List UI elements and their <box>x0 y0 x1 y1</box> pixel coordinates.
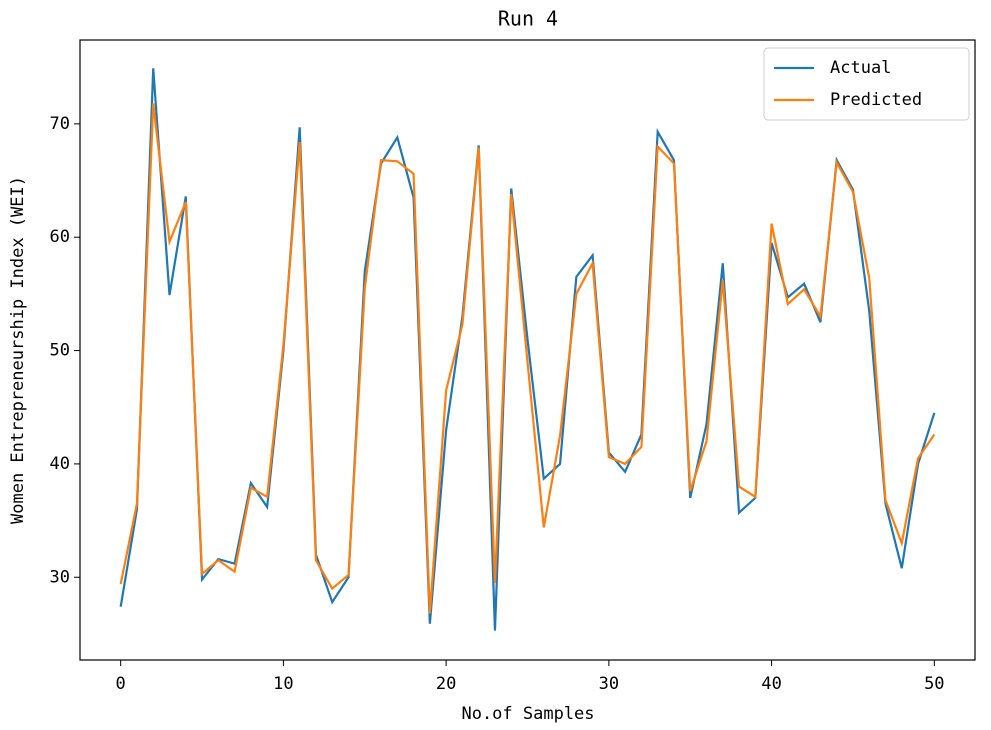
x-tick-label: 40 <box>761 674 781 694</box>
data-line <box>119 103 936 614</box>
y-tick-label: 30 <box>50 567 70 587</box>
chart-title: Run 4 <box>498 7 558 31</box>
x-tick-label: 10 <box>273 674 293 694</box>
x-tick-label: 30 <box>599 674 619 694</box>
x-tick-label: 0 <box>116 674 126 694</box>
x-axis-label: No.of Samples <box>461 704 594 724</box>
legend-label: Actual <box>830 58 891 78</box>
plot-frame <box>79 39 976 661</box>
y-axis-label: Women Entrepreneurship Index (WEI) <box>8 176 28 524</box>
y-tick-label: 60 <box>50 227 70 247</box>
x-tick-label: 50 <box>924 674 944 694</box>
legend: Actual Predicted <box>763 47 970 121</box>
y-tick-label: 40 <box>50 454 70 474</box>
y-tick-label: 70 <box>50 114 70 134</box>
y-tick-label: 50 <box>50 341 70 361</box>
data-line <box>119 68 936 631</box>
legend-box <box>763 47 970 121</box>
legend-label: Predicted <box>830 90 922 110</box>
x-tick-label: 20 <box>436 674 456 694</box>
